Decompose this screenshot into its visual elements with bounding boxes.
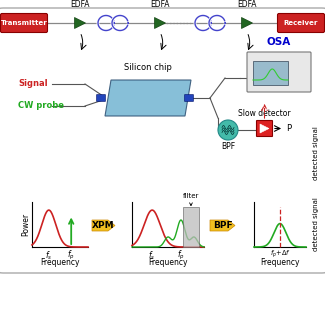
Text: Receiver: Receiver [284,20,318,26]
Text: BPF: BPF [213,221,232,230]
Text: detected signal: detected signal [313,198,319,251]
Text: Frequency: Frequency [40,258,80,267]
Text: Slow detector: Slow detector [238,109,291,118]
Text: $f_p$+$\Delta f$: $f_p$+$\Delta f$ [270,249,290,261]
Text: EDFA: EDFA [237,0,257,9]
Text: EDFA: EDFA [150,0,170,9]
Polygon shape [241,17,253,28]
Text: filter: filter [183,193,199,205]
Text: P: P [286,124,291,133]
FancyBboxPatch shape [185,95,193,101]
Polygon shape [154,17,165,28]
FancyBboxPatch shape [97,95,106,101]
Polygon shape [260,124,269,133]
FancyBboxPatch shape [253,61,288,85]
Text: $f_s$: $f_s$ [45,249,52,262]
Text: BPF: BPF [221,142,235,151]
FancyBboxPatch shape [1,14,47,33]
FancyBboxPatch shape [256,120,272,137]
Text: $f_p$: $f_p$ [177,249,185,262]
Text: Power: Power [21,213,30,236]
Text: $f_p$: $f_p$ [67,249,75,262]
Circle shape [218,120,238,140]
Bar [183,206,199,247]
Text: Signal: Signal [18,79,48,89]
Text: Silicon chip: Silicon chip [124,63,172,72]
Text: $f_s$: $f_s$ [149,249,156,262]
Text: EDFA: EDFA [70,0,90,9]
Text: Frequency: Frequency [260,258,300,267]
FancyArrow shape [210,220,235,231]
Polygon shape [74,17,85,28]
Text: XPM: XPM [92,221,115,230]
Text: OSA: OSA [267,37,291,47]
Text: Transmitter: Transmitter [1,20,47,26]
Text: detected signal: detected signal [313,126,319,180]
Text: CW probe: CW probe [18,101,64,110]
Text: Frequency: Frequency [148,258,188,267]
Polygon shape [105,80,191,116]
FancyBboxPatch shape [278,14,324,33]
FancyBboxPatch shape [0,8,325,273]
FancyArrow shape [92,220,115,231]
FancyBboxPatch shape [247,52,311,92]
